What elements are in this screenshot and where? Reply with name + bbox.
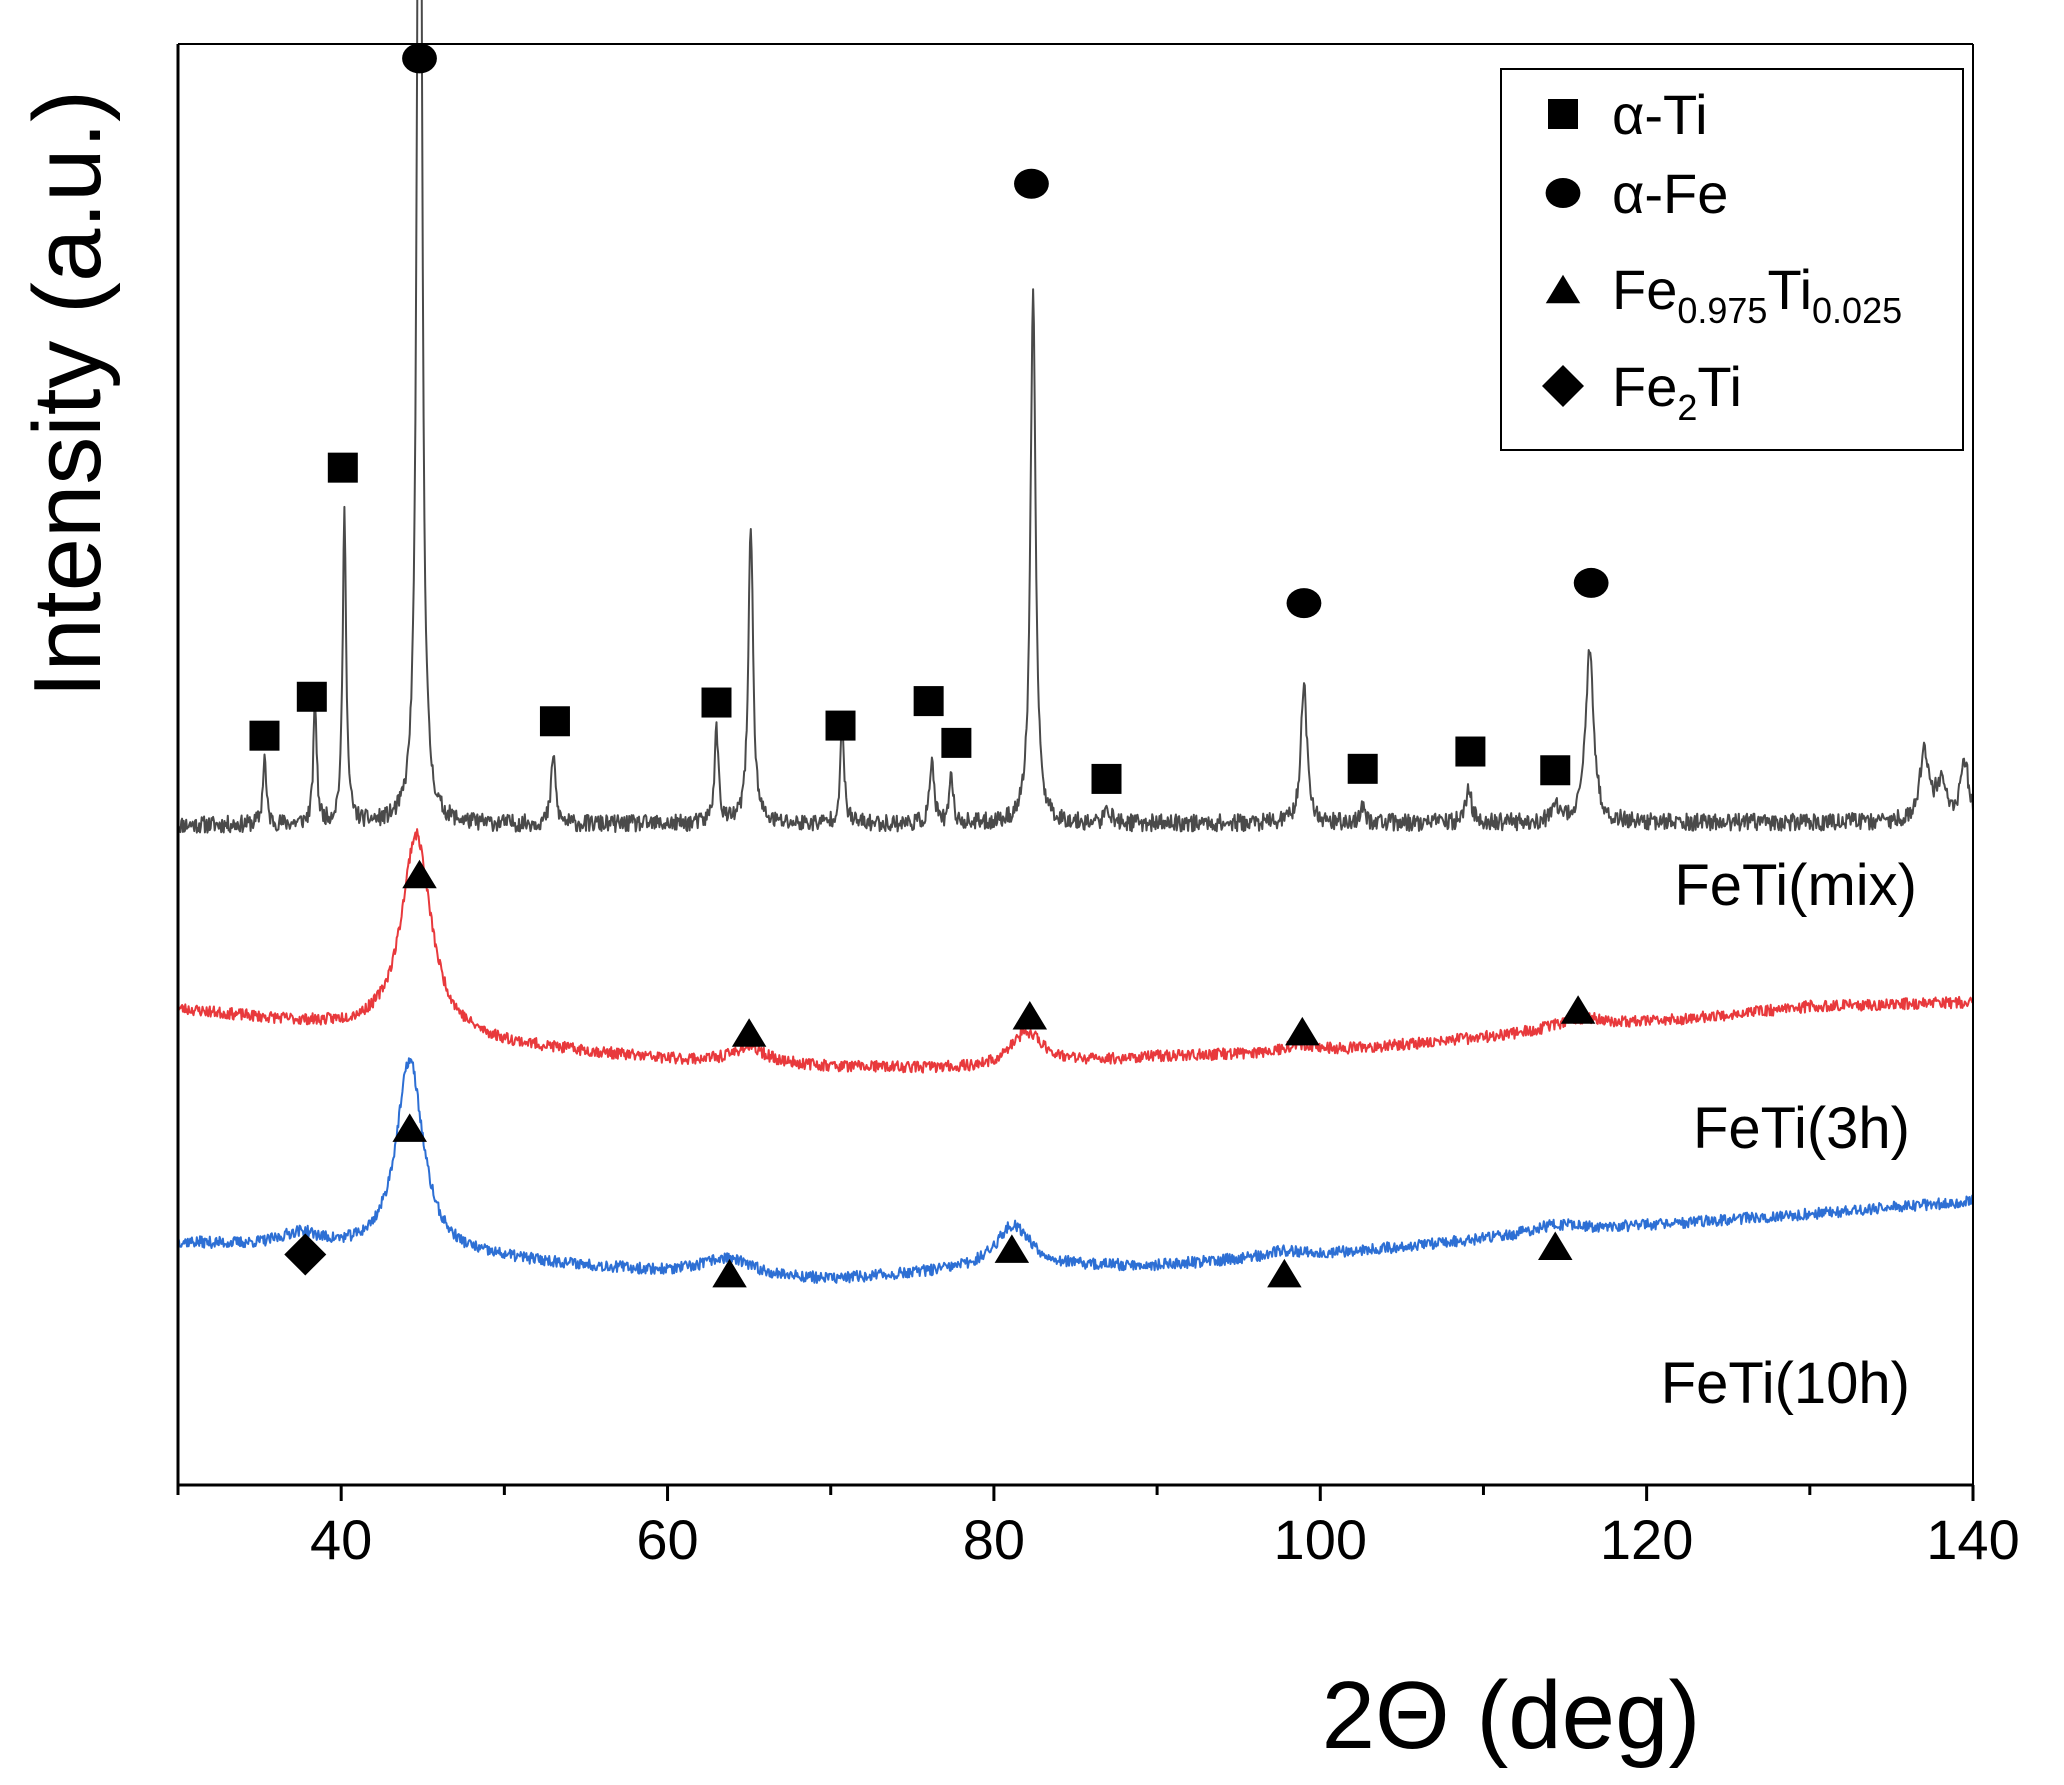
legend: α-Ti α-Fe Fe0.975Ti0.025 Fe2Ti (1500, 68, 1964, 451)
legend-label-1: α-Fe (1612, 162, 1728, 225)
peak-marker-square-5 (701, 687, 732, 718)
peak-marker-circle-9 (1014, 168, 1049, 199)
axes: 40 60 80 100 120 140 (176, 43, 2020, 1571)
peak-marker-triangle-21 (392, 1113, 427, 1142)
peak-marker-circle-11 (1286, 588, 1322, 619)
peak-marker-triangle-17 (731, 1018, 767, 1047)
peak-marker-triangle-18 (1012, 1000, 1048, 1030)
legend-marker-diamond (1542, 365, 1584, 407)
peak-marker-triangle-19 (1285, 1016, 1320, 1046)
x-tick-label-80: 80 (963, 1508, 1025, 1571)
series-label-2: FeTi(10h) (1661, 1351, 1910, 1416)
peak-marker-square-10 (1091, 763, 1122, 794)
legend-label-3: Fe2Ti (1612, 355, 1742, 428)
legend-marker-circle (1545, 178, 1581, 208)
x-tick-label-40: 40 (310, 1508, 372, 1571)
peak-marker-circle-15 (1573, 567, 1609, 598)
peak-marker-square-0 (249, 720, 280, 751)
peak-marker-triangle-20 (1560, 995, 1596, 1024)
peak-marker-triangle-16 (402, 859, 437, 889)
x-tick-label-100: 100 (1274, 1508, 1367, 1571)
peak-marker-triangle-25 (1267, 1258, 1302, 1288)
peak-marker-square-14 (1540, 755, 1571, 786)
x-tick-label-120: 120 (1600, 1508, 1693, 1571)
series-line-1 (177, 828, 1974, 1074)
x-axis-label: 2Θ (deg) (1322, 1662, 1701, 1769)
peak-marker-square-13 (1455, 736, 1486, 767)
legend-box (1500, 68, 1964, 451)
x-tick-label-60: 60 (636, 1508, 698, 1571)
peak-marker-triangle-26 (1538, 1231, 1573, 1261)
series-labels: FeTi(mix) FeTi(3h) FeTi(10h) (1661, 853, 1917, 1416)
y-axis-label: Intensity (a.u.) (14, 90, 121, 698)
peak-marker-circle-3 (402, 43, 437, 74)
peak-marker-square-8 (941, 727, 972, 758)
peak-marker-diamond-22 (284, 1233, 327, 1276)
peak-marker-square-4 (539, 706, 570, 737)
series-line-0 (177, 0, 1974, 834)
peak-marker-square-12 (1347, 753, 1378, 784)
peak-marker-square-6 (825, 710, 856, 741)
series-label-0: FeTi(mix) (1674, 853, 1917, 918)
series-line-2 (177, 1057, 1974, 1284)
peak-marker-square-1 (296, 681, 327, 712)
legend-label-0: α-Ti (1612, 83, 1708, 146)
peak-marker-triangle-24 (994, 1234, 1030, 1263)
legend-label-2: Fe0.975Ti0.025 (1612, 258, 1902, 331)
series-label-1: FeTi(3h) (1693, 1096, 1910, 1161)
series-layer (177, 0, 1974, 1284)
peak-marker-triangle-23 (712, 1258, 747, 1288)
legend-marker-triangle (1545, 274, 1581, 304)
x-tick-label-140: 140 (1926, 1508, 2019, 1571)
peak-marker-square-7 (913, 686, 944, 717)
peak-marker-square-2 (327, 452, 358, 483)
peak-marker-layer (249, 43, 1609, 1288)
legend-marker-square (1548, 99, 1578, 129)
